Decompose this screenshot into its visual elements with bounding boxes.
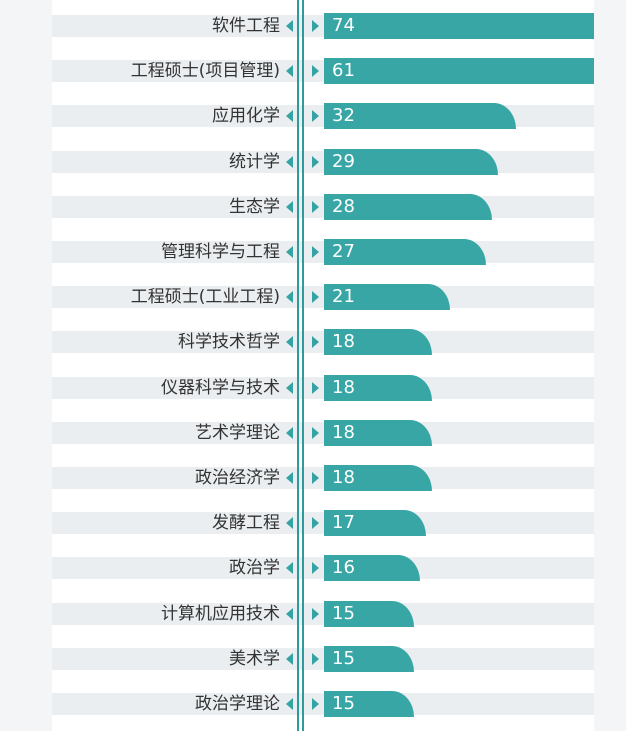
- arrow-left-icon: [286, 608, 293, 620]
- category-label: 工程硕士(工业工程): [130, 287, 280, 307]
- category-label: 政治学: [229, 558, 280, 578]
- bar: [324, 329, 432, 355]
- axis-line-left: [297, 0, 299, 731]
- bar: [324, 149, 498, 175]
- bar: [324, 194, 492, 220]
- bar: [324, 420, 432, 446]
- arrow-right-icon: [312, 291, 319, 303]
- bar-value-label: 15: [332, 693, 355, 714]
- category-label: 科学技术哲学: [178, 332, 280, 352]
- bar: [324, 601, 414, 627]
- arrow-left-icon: [286, 291, 293, 303]
- arrow-left-icon: [286, 156, 293, 168]
- arrow-left-icon: [286, 653, 293, 665]
- arrow-right-icon: [312, 382, 319, 394]
- bar-value-label: 18: [332, 467, 355, 488]
- row-band: [52, 693, 594, 715]
- row-band: [52, 557, 594, 579]
- row-band: [52, 377, 594, 399]
- category-label: 艺术学理论: [195, 423, 280, 443]
- bar-value-label: 18: [332, 377, 355, 398]
- category-label: 发酵工程: [212, 513, 280, 533]
- row-band: [52, 422, 594, 444]
- arrow-left-icon: [286, 427, 293, 439]
- arrow-right-icon: [312, 653, 319, 665]
- bar: [324, 646, 414, 672]
- bar-value-label: 15: [332, 648, 355, 669]
- bar-value-label: 21: [332, 286, 355, 307]
- bar-value-label: 32: [332, 105, 355, 126]
- arrow-left-icon: [286, 201, 293, 213]
- arrow-left-icon: [286, 517, 293, 529]
- arrow-left-icon: [286, 20, 293, 32]
- bar: [324, 284, 450, 310]
- arrow-left-icon: [286, 65, 293, 77]
- bar: [324, 13, 594, 39]
- axis-line-right: [302, 0, 304, 731]
- category-label: 应用化学: [212, 106, 280, 126]
- arrow-left-icon: [286, 562, 293, 574]
- row-band: [52, 648, 594, 670]
- arrow-right-icon: [312, 336, 319, 348]
- bar: [324, 691, 414, 717]
- row-band: [52, 603, 594, 625]
- arrow-left-icon: [286, 382, 293, 394]
- right-margin-shade: [594, 0, 626, 731]
- arrow-right-icon: [312, 562, 319, 574]
- category-label: 计算机应用技术: [161, 604, 280, 624]
- bar-value-label: 18: [332, 331, 355, 352]
- arrow-right-icon: [312, 517, 319, 529]
- category-label: 美术学: [229, 649, 280, 669]
- row-band: [52, 467, 594, 489]
- arrow-right-icon: [312, 698, 319, 710]
- bar-value-label: 17: [332, 512, 355, 533]
- row-band: [52, 286, 594, 308]
- bar-value-label: 27: [332, 241, 355, 262]
- arrow-right-icon: [312, 65, 319, 77]
- bar-value-label: 74: [332, 15, 355, 36]
- arrow-left-icon: [286, 698, 293, 710]
- bar: [324, 58, 594, 84]
- left-margin-shade: [0, 0, 52, 731]
- arrow-right-icon: [312, 110, 319, 122]
- arrow-right-icon: [312, 608, 319, 620]
- arrow-left-icon: [286, 336, 293, 348]
- bar: [324, 103, 516, 129]
- bar: [324, 465, 432, 491]
- arrow-left-icon: [286, 246, 293, 258]
- arrow-right-icon: [312, 472, 319, 484]
- bar-value-label: 15: [332, 603, 355, 624]
- bar-value-label: 29: [332, 151, 355, 172]
- arrow-left-icon: [286, 472, 293, 484]
- category-label: 软件工程: [212, 16, 280, 36]
- row-band: [52, 512, 594, 534]
- category-label: 统计学: [229, 152, 280, 172]
- arrow-right-icon: [312, 156, 319, 168]
- bar: [324, 375, 432, 401]
- category-label: 生态学: [229, 197, 280, 217]
- category-label: 管理科学与工程: [161, 242, 280, 262]
- bar-value-label: 18: [332, 422, 355, 443]
- arrow-right-icon: [312, 427, 319, 439]
- bar-value-label: 61: [332, 60, 355, 81]
- arrow-right-icon: [312, 20, 319, 32]
- category-label: 政治经济学: [195, 468, 280, 488]
- bar-value-label: 28: [332, 196, 355, 217]
- bar-value-label: 16: [332, 557, 355, 578]
- arrow-right-icon: [312, 201, 319, 213]
- bar: [324, 239, 486, 265]
- category-label: 工程硕士(项目管理): [130, 61, 280, 81]
- arrow-left-icon: [286, 110, 293, 122]
- category-label: 仪器科学与技术: [161, 378, 280, 398]
- bar: [324, 555, 420, 581]
- arrow-right-icon: [312, 246, 319, 258]
- row-band: [52, 331, 594, 353]
- bar: [324, 510, 426, 536]
- category-label: 政治学理论: [195, 694, 280, 714]
